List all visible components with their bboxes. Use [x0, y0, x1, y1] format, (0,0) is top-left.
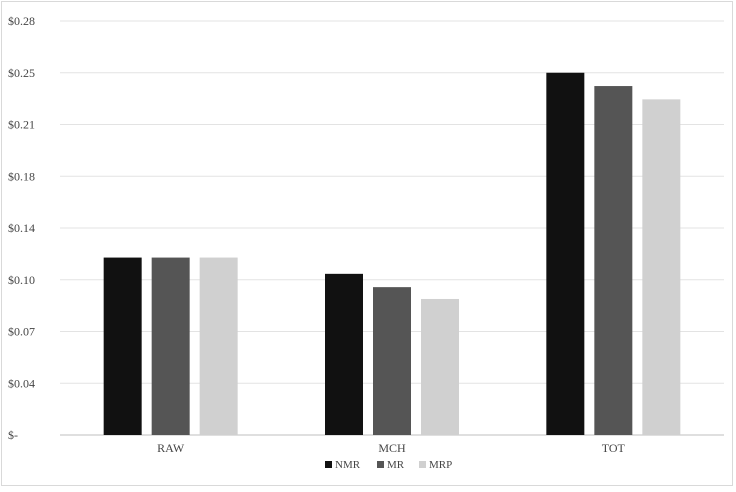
- bar-raw-nmr: [103, 257, 142, 435]
- legend-swatch-nmr: [325, 461, 332, 468]
- bar-tot-mrp: [642, 99, 681, 435]
- x-axis-ticks: RAW MCH TOT: [157, 441, 625, 455]
- bar-tot-mr: [594, 86, 633, 436]
- bar-mch-mr: [373, 287, 411, 435]
- legend-swatch-mrp: [419, 461, 426, 468]
- y-tick-label: $0.14: [8, 221, 35, 235]
- y-tick-label: $0.21: [8, 118, 35, 132]
- bar-mch-nmr: [325, 273, 363, 435]
- legend-label-nmr: NMR: [335, 459, 361, 471]
- x-tick-label: MCH: [378, 441, 406, 455]
- y-tick-label: $0.07: [8, 325, 35, 339]
- bar-mch-mrp: [421, 298, 459, 435]
- y-tick-label: $-: [8, 428, 18, 442]
- y-tick-label: $0.10: [8, 273, 35, 287]
- y-tick-label: $0.18: [8, 169, 35, 183]
- bar-raw-mrp: [199, 257, 238, 435]
- y-tick-label: $0.04: [8, 376, 35, 390]
- bars: [103, 72, 681, 436]
- y-tick-label: $0.28: [8, 14, 35, 28]
- bar-tot-nmr: [546, 72, 585, 435]
- bar-raw-mr: [151, 257, 190, 435]
- legend-swatch-mr: [377, 461, 384, 468]
- y-axis-ticks: $- $0.04 $0.07 $0.10 $0.14 $0.18 $0.21 $0.25 $0.…: [8, 14, 35, 442]
- legend-label-mrp: MRP: [429, 459, 452, 471]
- y-tick-label: $0.25: [8, 66, 35, 80]
- x-tick-label: RAW: [157, 441, 185, 455]
- legend-label-mr: MR: [387, 459, 405, 471]
- legend: NMR MR MRP: [325, 459, 452, 471]
- x-tick-label: TOT: [602, 441, 626, 455]
